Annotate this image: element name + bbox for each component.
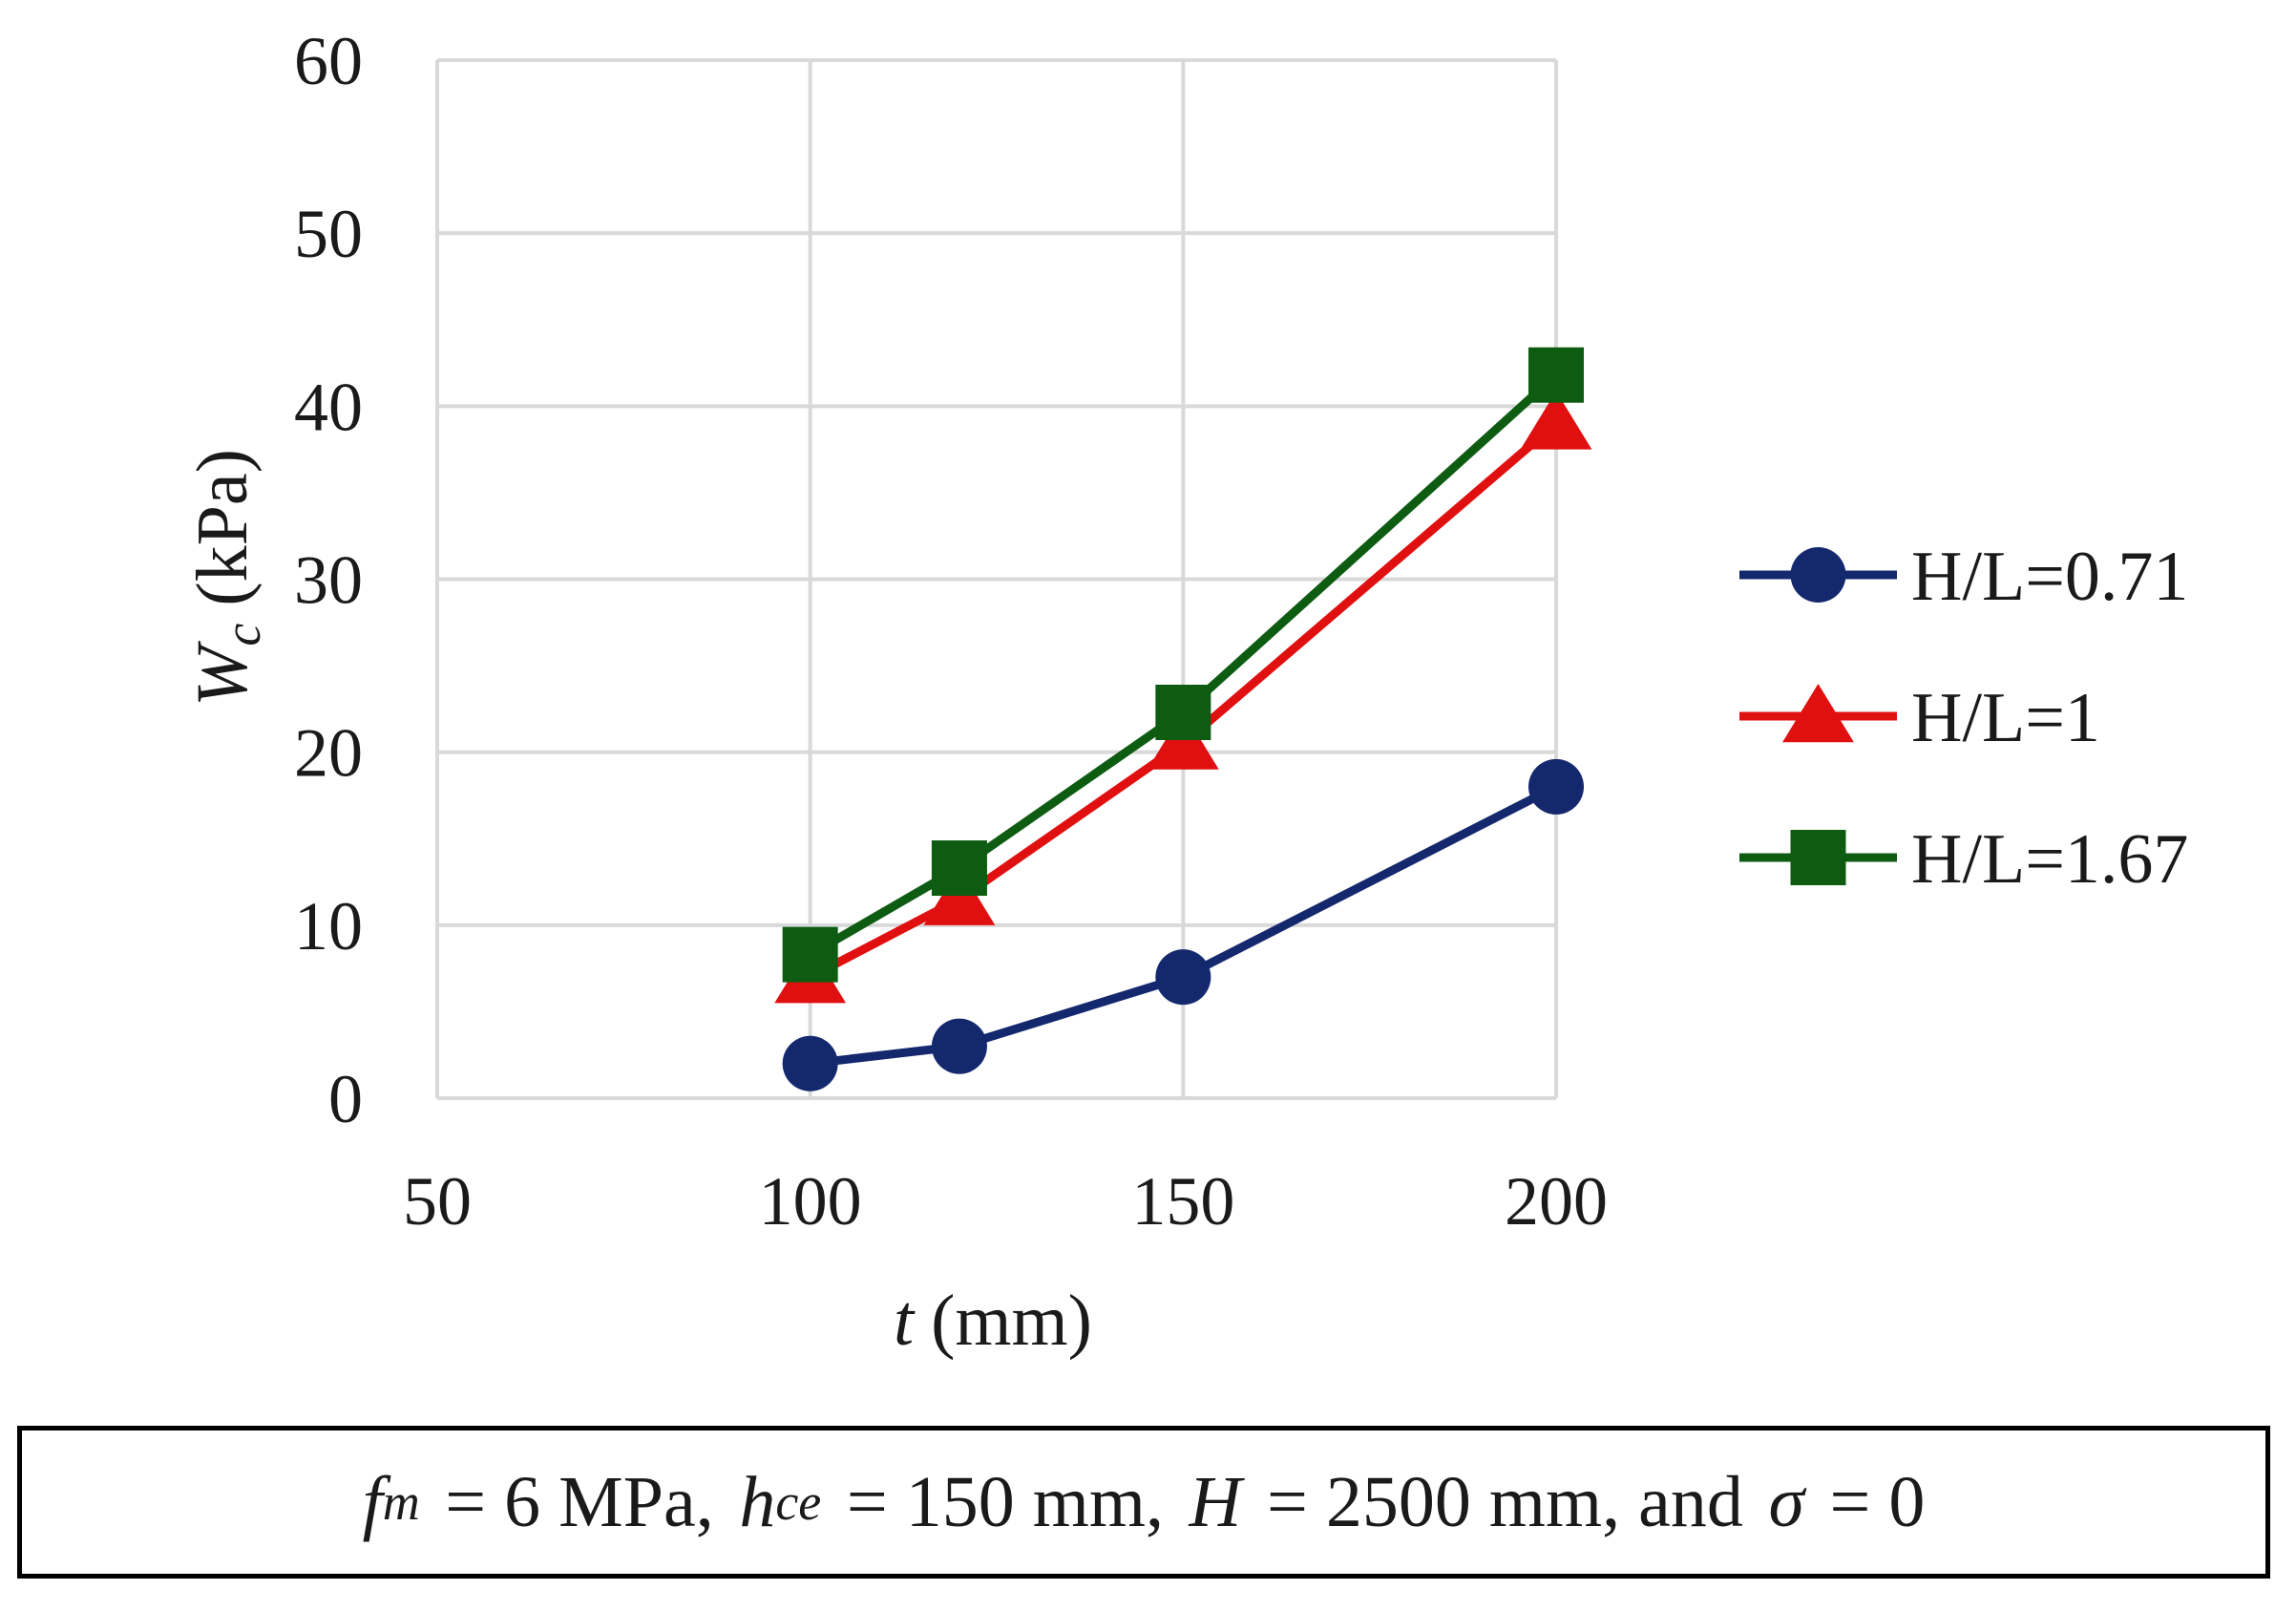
series-line <box>808 420 1559 982</box>
legend-label: H/L=1 <box>1911 679 2100 757</box>
y-tick-label: 50 <box>294 196 363 272</box>
legend-label: H/L=0.71 <box>1911 538 2188 616</box>
square-marker <box>1155 684 1211 740</box>
triangle-marker <box>923 866 996 925</box>
fm-value: = 6 MPa, <box>445 1461 714 1542</box>
fm-subscript: m <box>382 1473 420 1531</box>
grid-layer <box>435 58 1558 1100</box>
y-axis-title: Wc(kPa) <box>182 449 271 707</box>
legend-item: H/L=1.67 <box>1739 820 2188 899</box>
legend-square-marker <box>1790 830 1846 885</box>
y-tick-label: 0 <box>328 1061 363 1137</box>
hce-subscript: ce <box>775 1473 822 1531</box>
triangle-marker <box>1147 710 1219 770</box>
series-layer <box>774 347 1592 1092</box>
x-tick-label: 50 <box>403 1163 472 1240</box>
circle-marker <box>1528 758 1584 815</box>
legend-label: H/L=1.67 <box>1911 820 2188 899</box>
y-tick-label: 10 <box>294 888 363 964</box>
circle-marker <box>931 1018 987 1074</box>
x-axis-title: t (mm) <box>894 1281 1092 1361</box>
series-1 <box>782 758 1584 1092</box>
legend-item: H/L=0.71 <box>1739 538 2188 616</box>
x-tick-labels: 50 100 150 200 <box>403 1163 1608 1240</box>
legend-item: H/L=1 <box>1739 679 2100 757</box>
hce-symbol: h <box>739 1461 776 1542</box>
sigma-value: = 0 <box>1829 1461 1926 1542</box>
y-tick-label: 30 <box>294 542 363 619</box>
series-2 <box>774 391 1592 1004</box>
sigma-symbol: σ <box>1768 1461 1804 1542</box>
x-tick-label: 200 <box>1505 1163 1608 1240</box>
hce-value: = 150 mm, <box>846 1461 1164 1542</box>
triangle-marker <box>1520 391 1592 450</box>
x-tick-label: 150 <box>1131 1163 1234 1240</box>
square-marker <box>1528 347 1584 403</box>
circle-marker <box>1155 949 1211 1006</box>
legend-triangle-marker <box>1782 684 1854 743</box>
y-tick-label: 60 <box>294 23 363 99</box>
circle-marker <box>782 1035 838 1092</box>
fm-symbol: f <box>362 1461 383 1542</box>
parameters-caption: f m = 6 MPa, h ce = 150 mm, H = 2500 mm, and … <box>17 1426 2270 1579</box>
square-marker <box>931 840 987 897</box>
series-line <box>810 782 1559 1069</box>
x-tick-label: 100 <box>759 1163 862 1240</box>
legend-circle-marker <box>1790 547 1846 603</box>
series-3 <box>782 347 1584 983</box>
h-symbol: H <box>1189 1461 1242 1542</box>
y-tick-label: 20 <box>294 715 363 792</box>
series-line <box>808 371 1560 959</box>
h-value: = 2500 mm, and <box>1267 1461 1743 1542</box>
square-marker <box>782 926 838 983</box>
y-tick-label: 40 <box>294 369 363 445</box>
legend: H/L=0.71 H/L=1 H/L=1.67 <box>1739 538 2188 899</box>
y-tick-labels: 0 10 20 30 40 50 60 <box>294 23 363 1137</box>
